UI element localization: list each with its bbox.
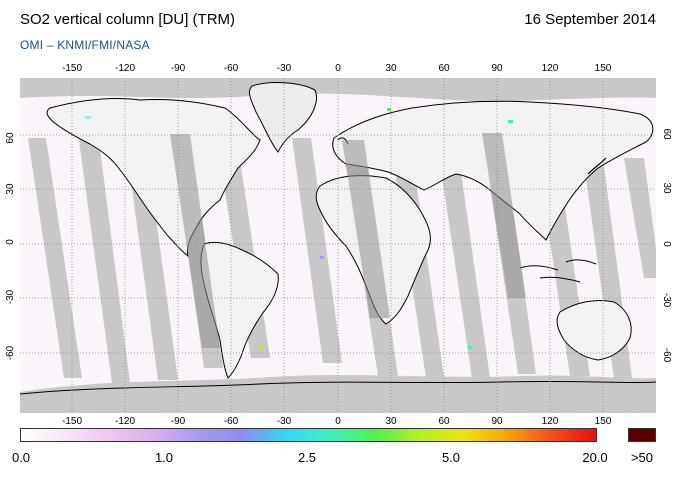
lon-label-bottom: 150 xyxy=(594,416,612,427)
lon-label-bottom: 120 xyxy=(541,416,559,427)
colorbar-label: 1.0 xyxy=(154,450,174,465)
colorbar-label: 5.0 xyxy=(441,450,461,465)
colorbar-gradient xyxy=(21,429,596,441)
lat-label-left: 0 xyxy=(5,239,16,245)
so2-signal xyxy=(468,346,472,349)
lon-label-top: -150 xyxy=(61,63,83,74)
lon-label-top: -120 xyxy=(114,63,136,74)
lon-label-bottom: -90 xyxy=(170,416,186,427)
lat-label-left: 30 xyxy=(5,183,16,195)
orbit-gap xyxy=(436,136,490,378)
so2-signal xyxy=(260,346,264,349)
japan xyxy=(587,157,607,175)
indonesia xyxy=(519,259,597,283)
lon-label-bottom: -150 xyxy=(61,416,83,427)
lon-label-bottom: -30 xyxy=(276,416,292,427)
so2-signal xyxy=(320,256,324,259)
lon-label-top: 30 xyxy=(385,63,397,74)
so2-signal xyxy=(508,120,513,123)
lon-label-top: 60 xyxy=(438,63,450,74)
map-canvas xyxy=(20,78,656,413)
lon-label-bottom: 0 xyxy=(335,416,341,427)
land-swath xyxy=(482,133,526,298)
lon-label-bottom: -120 xyxy=(114,416,136,427)
so2-signal xyxy=(85,116,91,119)
north-no-data-region xyxy=(20,78,656,102)
colorbar-overflow-swatch xyxy=(628,428,656,442)
so2-signal xyxy=(387,108,391,111)
lon-label-top: 0 xyxy=(335,63,341,74)
orbit-gap xyxy=(624,158,656,278)
colorbar-overflow-label: >50 xyxy=(630,450,654,465)
antarctica xyxy=(20,380,656,395)
lon-label-top: -60 xyxy=(223,63,239,74)
lat-label-left: 60 xyxy=(5,132,16,144)
land-swath xyxy=(170,134,220,348)
lon-label-bottom: 60 xyxy=(438,416,450,427)
lon-label-bottom: 90 xyxy=(491,416,503,427)
orbit-gap xyxy=(292,138,342,363)
map-title: SO2 vertical column [DU] (TRM) xyxy=(20,11,236,28)
colorbar-label: 0.0 xyxy=(11,450,31,465)
graticule xyxy=(20,78,656,413)
lat-label-right: 60 xyxy=(661,128,672,140)
lat-label-left: -30 xyxy=(5,289,16,305)
lat-label-right: -30 xyxy=(661,292,672,308)
colorbar-label: 2.5 xyxy=(297,450,317,465)
land-swath xyxy=(342,140,390,318)
orbit-gap xyxy=(78,133,130,383)
lat-label-right: -60 xyxy=(661,347,672,363)
colorbar-label: 20.0 xyxy=(582,450,608,465)
lat-label-right: 30 xyxy=(661,182,672,194)
lon-label-top: -30 xyxy=(276,63,292,74)
lat-label-right: 0 xyxy=(661,241,672,247)
map-date: 16 September 2014 xyxy=(524,11,656,28)
greenland xyxy=(249,82,317,153)
orbit-gap xyxy=(28,138,82,378)
so2-map xyxy=(20,78,656,413)
colorbar xyxy=(20,428,597,442)
lon-label-bottom: 30 xyxy=(385,416,397,427)
data-source: OMI – KNMI/FMI/NASA xyxy=(20,38,150,52)
lon-label-top: 150 xyxy=(594,63,612,74)
lon-label-top: -90 xyxy=(170,63,186,74)
lat-label-left: -60 xyxy=(5,345,16,361)
lon-label-top: 120 xyxy=(541,63,559,74)
lon-label-top: 90 xyxy=(491,63,503,74)
lon-label-bottom: -60 xyxy=(223,416,239,427)
